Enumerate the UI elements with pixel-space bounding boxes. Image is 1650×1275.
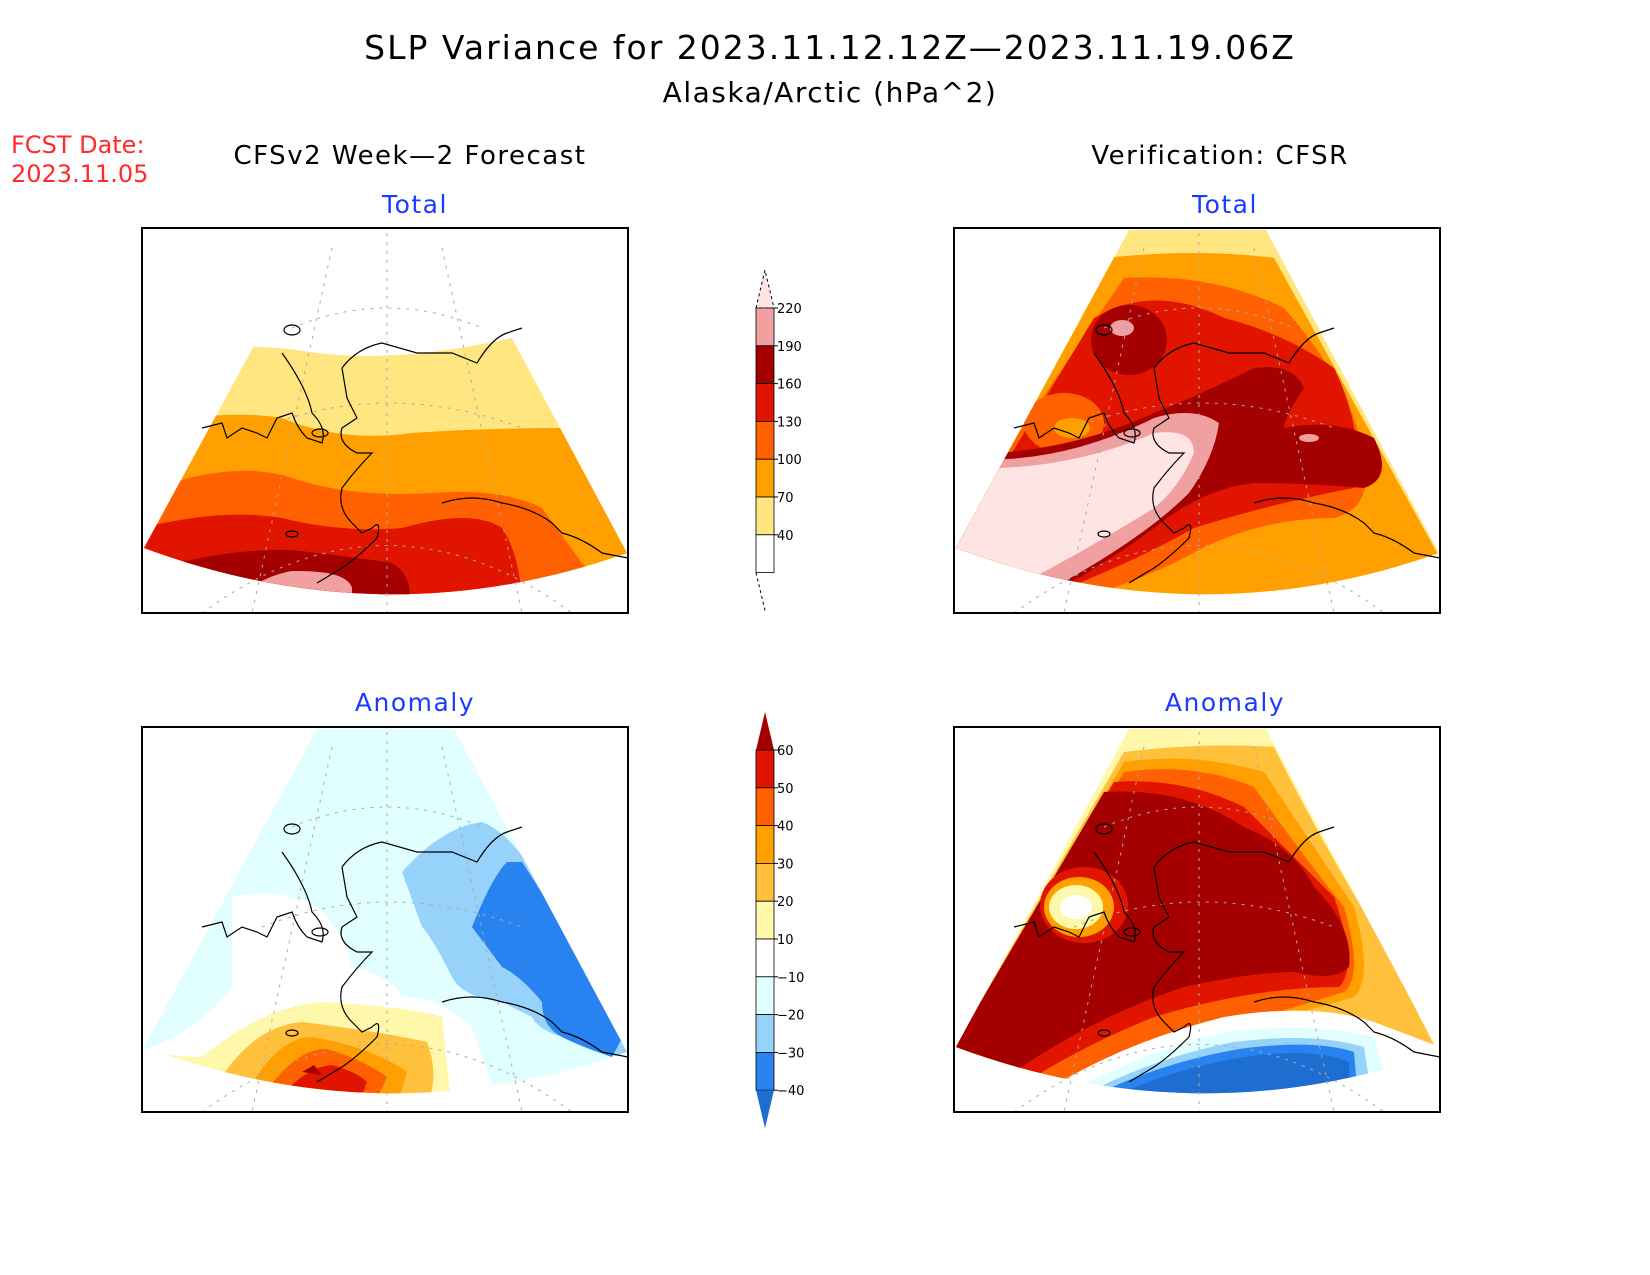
panel-title-verification-total: Total	[1192, 190, 1258, 219]
contour-190-220	[222, 570, 352, 595]
graticule	[201, 732, 573, 1112]
colorbar-band	[755, 976, 775, 1015]
contour-190-220	[1110, 320, 1134, 336]
colorbar-tick-label: 100	[777, 453, 802, 468]
colorbar-band	[755, 863, 775, 902]
contour-field	[956, 729, 1439, 1112]
colorbar-band	[755, 1014, 775, 1053]
colorbar-tick-label: −20	[777, 1009, 804, 1024]
forecast-column-title: CFSv2 Week—2 Forecast	[233, 141, 587, 171]
colorbar-tick-label: 50	[777, 782, 794, 797]
colorbar-tick-label: −10	[777, 971, 804, 986]
colorbar-band	[755, 383, 775, 422]
graticule	[1013, 233, 1385, 613]
contour-40-50	[1249, 1096, 1309, 1112]
colorbar-band	[755, 534, 775, 573]
colorbar-tick-label: 40	[777, 529, 794, 544]
colorbar-anomaly: 60 50 40 30 20 10 −10 −20 −30 −40	[755, 712, 804, 1129]
contour-above-60	[302, 1065, 322, 1075]
contour-160-190	[1091, 305, 1167, 375]
main-subtitle: Alaska/Arctic (hPa^2)	[662, 76, 998, 109]
panel-frame	[141, 726, 629, 1113]
colorbar-triangle-bottom	[756, 1090, 774, 1129]
coastline	[1013, 324, 1440, 584]
colorbar-triangle-top	[756, 712, 774, 750]
colorbar-tick-label: 130	[777, 415, 802, 430]
fcst-date-value: 2023.11.05	[11, 160, 149, 188]
verification-column-title: Verification: CFSR	[1091, 141, 1349, 171]
main-title: SLP Variance for 2023.11.12.12Z—2023.11.…	[364, 28, 1296, 67]
contour-50-60	[267, 1065, 367, 1094]
contour-field	[144, 729, 627, 1094]
panel-title-forecast-anomaly: Anomaly	[354, 688, 476, 717]
contour-above-60	[956, 791, 1350, 1094]
colorbar-band	[755, 749, 775, 789]
contour-minus30-40	[472, 862, 627, 1057]
coastline	[1013, 823, 1440, 1083]
panel-frame	[141, 227, 629, 614]
colorbar-tick-label: −30	[777, 1046, 804, 1061]
coastline	[201, 324, 628, 584]
panel-frame	[953, 227, 1441, 614]
colorbar-band	[755, 825, 775, 864]
fcst-date-label: FCST Date:	[11, 131, 145, 159]
colorbar-total: 220 190 160 130 100 70 40	[755, 269, 802, 611]
panel-verification-total	[953, 227, 1441, 614]
colorbar-band	[755, 345, 775, 384]
colorbar-tick-label: −40	[777, 1084, 804, 1099]
colorbar-triangle-top	[755, 269, 775, 309]
colorbar-band	[755, 420, 775, 460]
contour-field	[956, 230, 1439, 595]
contour-below-40	[1084, 1053, 1349, 1094]
graticule	[201, 233, 573, 613]
contour-190-220	[1299, 434, 1319, 442]
colorbar-band	[755, 1052, 775, 1091]
colorbar-band	[755, 458, 775, 498]
contour-field	[144, 230, 627, 595]
colorbar-tick-label: 70	[777, 491, 794, 506]
colorbar-tick-label: 190	[777, 340, 802, 355]
graticule	[1013, 732, 1385, 1112]
coastline	[201, 823, 628, 1083]
colorbar-tick-label: 60	[777, 744, 794, 759]
colorbar-band	[755, 938, 775, 978]
colorbar-band	[755, 307, 775, 347]
colorbar-tick-label: 30	[777, 857, 794, 872]
panel-title-verification-anomaly: Anomaly	[1164, 688, 1286, 717]
colorbar-tick-label: 10	[777, 933, 794, 948]
panel-title-forecast-total: Total	[382, 190, 448, 219]
colorbar-band	[755, 787, 775, 826]
colorbar-triangle-bottom	[755, 572, 766, 611]
panel-forecast-total	[141, 227, 629, 614]
colorbar-tick-label: 20	[777, 895, 794, 910]
colorbar-band	[755, 900, 775, 940]
contour-neutral	[1060, 895, 1092, 919]
panel-forecast-anomaly	[141, 726, 629, 1113]
colorbar-tick-label: 40	[777, 820, 794, 835]
panel-frame	[953, 726, 1441, 1113]
colorbar-band	[755, 496, 775, 536]
colorbar-tick-label: 160	[777, 378, 802, 393]
panel-verification-anomaly	[953, 726, 1441, 1113]
colorbar-tick-label: 220	[777, 302, 802, 317]
